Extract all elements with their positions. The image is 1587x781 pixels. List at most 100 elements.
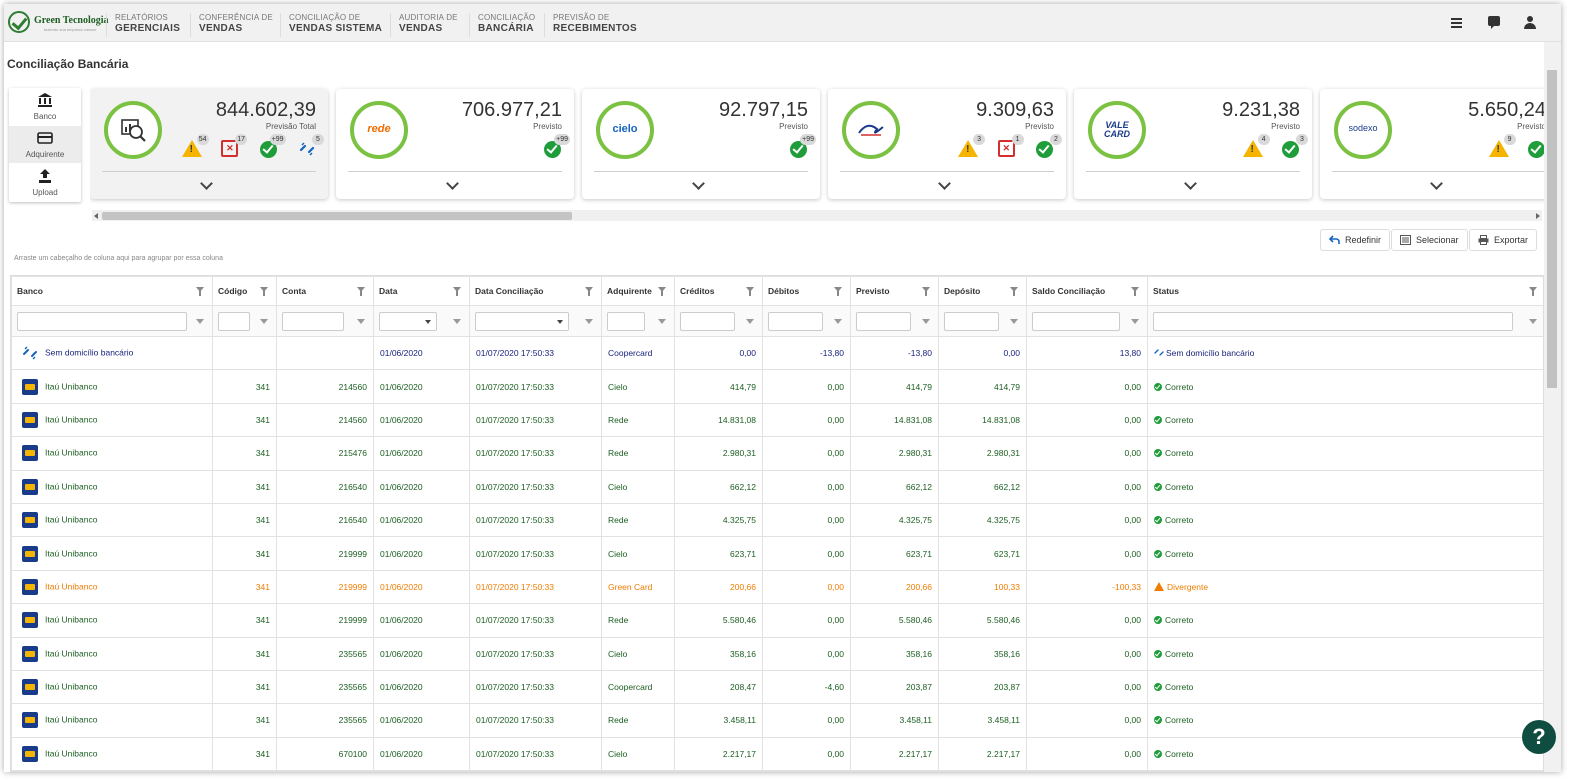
table-row[interactable]: Itaú Unibanco 341 235565 01/06/2020 01/07/20… bbox=[11, 636, 1543, 671]
filter-funnel-icon[interactable] bbox=[357, 287, 365, 296]
table-row[interactable]: Itaú Unibanco 341 219999 01/06/2020 01/07/20… bbox=[11, 603, 1543, 638]
card-cielo[interactable]: cielo 92.797,15 Previsto +99 bbox=[582, 89, 820, 199]
adquirente-button[interactable]: Adquirente bbox=[9, 126, 81, 163]
table-row[interactable]: Itaú Unibanco 341 214560 01/06/2020 01/07/20… bbox=[11, 402, 1543, 438]
chevron-down-icon[interactable] bbox=[938, 177, 951, 190]
filter-operator-icon[interactable] bbox=[922, 319, 930, 324]
column-header[interactable]: Depósito bbox=[938, 276, 1027, 306]
filter-operator-icon[interactable] bbox=[1529, 319, 1537, 324]
filter-input[interactable] bbox=[768, 312, 823, 331]
column-header[interactable]: Saldo Conciliação bbox=[1026, 276, 1148, 306]
scrollbar-thumb[interactable] bbox=[102, 212, 572, 220]
filter-input[interactable] bbox=[282, 312, 344, 331]
user-icon[interactable] bbox=[1523, 16, 1539, 30]
column-header[interactable]: Previsto bbox=[850, 276, 939, 306]
filter-funnel-icon[interactable] bbox=[1529, 287, 1537, 296]
chevron-down-icon[interactable] bbox=[692, 177, 705, 190]
filter-funnel-icon[interactable] bbox=[260, 287, 268, 296]
warning-badge[interactable]: 9 bbox=[1488, 134, 1516, 159]
page-vertical-scrollbar[interactable] bbox=[1544, 42, 1561, 772]
filter-operator-icon[interactable] bbox=[453, 319, 461, 324]
filter-operator-icon[interactable] bbox=[834, 319, 842, 324]
table-row[interactable]: Itaú Unibanco 341 219999 01/06/2020 01/07/20… bbox=[11, 536, 1543, 571]
ok-badge[interactable]: 2 bbox=[1034, 134, 1062, 159]
filter-funnel-icon[interactable] bbox=[658, 287, 666, 296]
filter-funnel-icon[interactable] bbox=[746, 287, 754, 296]
filter-input[interactable] bbox=[1032, 312, 1120, 331]
filter-operator-icon[interactable] bbox=[658, 319, 666, 324]
filter-funnel-icon[interactable] bbox=[196, 287, 204, 296]
chevron-down-icon[interactable] bbox=[1184, 177, 1197, 190]
filter-input[interactable] bbox=[856, 312, 911, 331]
banco-button[interactable]: Banco bbox=[9, 88, 81, 125]
filter-input[interactable] bbox=[680, 312, 735, 331]
scroll-left-arrow-icon[interactable] bbox=[94, 213, 98, 219]
filter-operator-icon[interactable] bbox=[357, 319, 365, 324]
filter-funnel-icon[interactable] bbox=[834, 287, 842, 296]
filter-input[interactable] bbox=[17, 312, 187, 331]
filter-date-dropdown[interactable] bbox=[379, 312, 437, 331]
unlinked-badge[interactable]: 5 bbox=[296, 134, 324, 159]
table-row[interactable]: Itaú Unibanco 341 216540 01/06/2020 01/07/20… bbox=[11, 469, 1543, 504]
nav-relatorios[interactable]: RELATÓRIOS GERENCIAIS bbox=[106, 13, 180, 37]
redefinir-button[interactable]: Redefinir bbox=[1320, 229, 1391, 251]
table-row[interactable]: Itaú Unibanco 341 214560 01/06/2020 01/07/20… bbox=[11, 369, 1543, 404]
filter-funnel-icon[interactable] bbox=[922, 287, 930, 296]
filter-funnel-icon[interactable] bbox=[1010, 287, 1018, 296]
table-row[interactable]: Itaú Unibanco 341 235565 01/06/2020 01/07/20… bbox=[11, 669, 1543, 705]
help-button[interactable]: ? bbox=[1522, 720, 1556, 754]
filter-input[interactable] bbox=[944, 312, 999, 331]
filter-funnel-icon[interactable] bbox=[1131, 287, 1139, 296]
chevron-down-icon[interactable] bbox=[1430, 177, 1443, 190]
error-badge[interactable]: 17 bbox=[219, 134, 248, 159]
column-header[interactable]: Créditos bbox=[674, 276, 763, 306]
filter-operator-icon[interactable] bbox=[196, 319, 204, 324]
column-header[interactable]: Banco bbox=[11, 276, 213, 306]
filter-input[interactable] bbox=[607, 312, 645, 331]
table-row[interactable]: Itaú Unibanco 341 670100 01/06/2020 01/07/20… bbox=[11, 736, 1543, 771]
nav-conciliacao-bancaria[interactable]: CONCILIAÇÃO BANCÁRIA bbox=[469, 13, 535, 37]
column-header[interactable]: Adquirente bbox=[601, 276, 675, 306]
filter-funnel-icon[interactable] bbox=[585, 287, 593, 296]
nav-auditoria[interactable]: AUDITORIA DE VENDAS bbox=[390, 13, 458, 37]
column-header[interactable]: Data bbox=[373, 276, 470, 306]
warning-badge[interactable]: 4 bbox=[1242, 134, 1270, 159]
filter-operator-icon[interactable] bbox=[1010, 319, 1018, 324]
selecionar-button[interactable]: Selecionar bbox=[1391, 229, 1468, 251]
nav-conciliacao-vendas[interactable]: CONCILIAÇÃO DE VENDAS SISTEMA bbox=[280, 13, 382, 37]
card-valecard-2[interactable]: VALE CARD 9.231,38 Previsto 4 3 bbox=[1074, 89, 1312, 199]
ok-badge[interactable]: 3 bbox=[1280, 134, 1308, 159]
table-row[interactable]: Itaú Unibanco 341 216540 01/06/2020 01/07/20… bbox=[11, 502, 1543, 538]
warning-badge[interactable]: 54 bbox=[181, 134, 209, 159]
filter-date-dropdown[interactable] bbox=[475, 312, 569, 331]
exportar-button[interactable]: Exportar bbox=[1469, 229, 1538, 251]
menu-icon[interactable] bbox=[1451, 16, 1467, 30]
chevron-down-icon[interactable] bbox=[446, 177, 459, 190]
column-header[interactable]: Conta bbox=[276, 276, 374, 306]
brand-logo[interactable]: Green Tecnologia fazendo sua empresa cre… bbox=[8, 10, 109, 38]
nav-previsao[interactable]: PREVISÃO DE RECEBIMENTOS bbox=[544, 13, 637, 37]
upload-button[interactable]: Upload bbox=[9, 164, 81, 201]
table-row[interactable]: Sem domicílio bancário 01/06/2020 01/07/20… bbox=[11, 335, 1543, 371]
chevron-down-icon[interactable] bbox=[200, 177, 213, 190]
filter-input[interactable] bbox=[1153, 312, 1513, 331]
warning-badge[interactable]: 3 bbox=[957, 134, 986, 159]
card-sodexo[interactable]: sodexo 5.650,24 Previsto 9 bbox=[1320, 89, 1558, 199]
column-header[interactable]: Débitos bbox=[762, 276, 851, 306]
scrollbar-thumb[interactable] bbox=[1547, 70, 1557, 388]
filter-operator-icon[interactable] bbox=[746, 319, 754, 324]
filter-operator-icon[interactable] bbox=[260, 319, 268, 324]
filter-operator-icon[interactable] bbox=[585, 319, 593, 324]
column-header[interactable]: Data Conciliação bbox=[469, 276, 602, 306]
card-total[interactable]: 844.602,39 Previsão Total 54 17 +99 5 bbox=[90, 89, 328, 199]
nav-conferencia[interactable]: CONFERÊNCIA DE VENDAS bbox=[190, 13, 273, 37]
scroll-right-arrow-icon[interactable] bbox=[1536, 213, 1540, 219]
ok-badge[interactable]: +99 bbox=[542, 134, 570, 159]
group-panel-hint[interactable]: Arraste um cabeçalho de coluna aqui para… bbox=[14, 255, 223, 262]
ok-badge[interactable]: +99 bbox=[258, 134, 286, 159]
filter-input[interactable] bbox=[218, 312, 250, 331]
table-row[interactable]: Itaú Unibanco 341 219999 01/06/2020 01/07/20… bbox=[11, 569, 1543, 605]
ok-badge[interactable]: +99 bbox=[788, 134, 816, 159]
column-header[interactable]: Código bbox=[212, 276, 277, 306]
chat-icon[interactable] bbox=[1488, 16, 1504, 30]
